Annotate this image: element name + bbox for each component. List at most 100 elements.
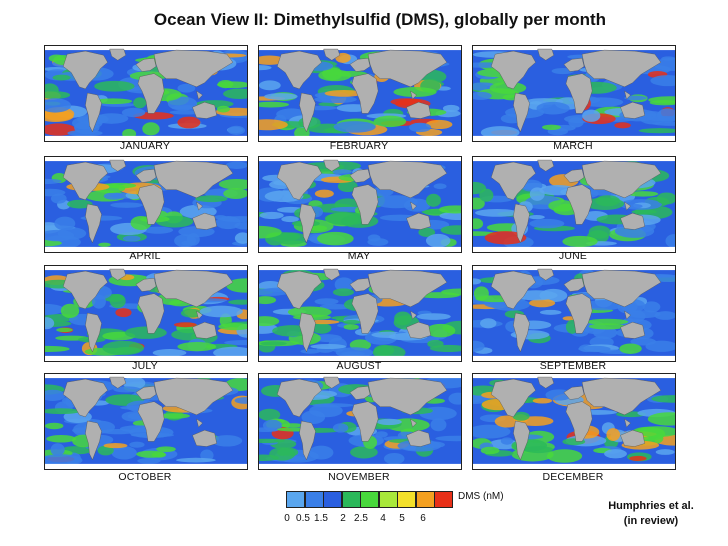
landmass (581, 377, 662, 416)
dms-patch (234, 397, 247, 404)
legend-swatch (304, 491, 324, 508)
landmass (565, 184, 593, 225)
landmass (137, 184, 165, 225)
dms-patch (324, 212, 368, 226)
landmass (349, 278, 371, 292)
north-ice (473, 46, 675, 51)
south-ice (259, 355, 461, 361)
dms-patch (638, 128, 675, 134)
dms-patch (512, 411, 530, 421)
landmass (62, 50, 108, 90)
dms-patch (227, 125, 246, 135)
dms-patch (337, 180, 358, 193)
dms-patch (45, 422, 64, 430)
landmass (299, 420, 316, 461)
dms-patch (427, 339, 444, 348)
landmass (153, 49, 234, 88)
landmass (85, 312, 102, 353)
landmass (406, 321, 431, 339)
landmass (276, 50, 322, 90)
dms-patch (631, 209, 657, 215)
landmass (192, 212, 217, 230)
dms-patch (425, 323, 456, 338)
dms-patch (275, 232, 308, 245)
dms-patch (259, 438, 285, 444)
landmass (137, 401, 165, 442)
legend-swatch (323, 491, 342, 508)
landmass (537, 48, 555, 61)
dms-patch (367, 234, 381, 242)
dms-patch (441, 288, 461, 296)
dms-patch (281, 216, 299, 223)
dms-patch (651, 395, 675, 403)
landmass (349, 169, 371, 183)
landmass (581, 49, 662, 88)
dms-patch (394, 311, 412, 326)
dms-patch (234, 232, 247, 244)
dms-patch (642, 301, 661, 313)
landmass (513, 203, 530, 244)
landmass (192, 101, 217, 119)
dms-patch (173, 322, 197, 328)
month-label-july: JULY (132, 360, 158, 372)
map-panel-february (258, 45, 462, 142)
dms-patch (317, 231, 354, 246)
dms-patch (186, 233, 200, 246)
dms-patch (448, 392, 461, 405)
dms-patch (324, 90, 364, 97)
dms-patch (333, 121, 376, 133)
month-label-may: MAY (347, 250, 371, 262)
south-ice (259, 246, 461, 252)
citation-status: (in review) (623, 515, 679, 527)
dms-patch (475, 208, 519, 217)
landmass (490, 161, 536, 201)
landmass (620, 212, 645, 230)
landmass (85, 420, 102, 461)
map-panel-april (44, 156, 248, 253)
landmass (351, 293, 379, 334)
landmass (276, 270, 322, 310)
dms-patch (45, 408, 81, 415)
dms-patch (442, 104, 460, 112)
legend-title: DMS (nM) (458, 491, 504, 502)
dms-patch (332, 169, 352, 175)
legend-tick-label: 6 (420, 513, 426, 524)
dms-patch (45, 239, 62, 247)
dms-patch (98, 242, 111, 247)
landmass (351, 73, 379, 114)
landmass (367, 269, 448, 308)
dms-patch (383, 452, 405, 465)
landmass (276, 378, 322, 418)
dms-patch (103, 443, 128, 449)
dms-patch (54, 216, 76, 231)
dms-patch (430, 418, 447, 432)
legend-tick-label: 2.5 (354, 513, 368, 524)
dms-patch (218, 323, 247, 331)
map-panel-august (258, 265, 462, 362)
landmass (624, 201, 631, 211)
dms-patch (122, 376, 146, 390)
dms-patch (473, 91, 492, 100)
dms-patch (562, 316, 576, 321)
landmass (513, 420, 530, 461)
month-label-december: DECEMBER (542, 471, 604, 483)
map-panel-september (472, 265, 676, 362)
dms-patch (103, 192, 124, 200)
dms-patch (528, 215, 545, 220)
dms-patch (177, 116, 201, 129)
landmass (537, 376, 555, 389)
dms-patch (548, 200, 576, 212)
dms-patch (629, 455, 647, 462)
dms-patch (102, 340, 144, 356)
landmass (565, 73, 593, 114)
south-ice (473, 463, 675, 469)
dms-patch (142, 226, 174, 234)
page-title: Ocean View II: Dimethylsulfid (DMS), glo… (153, 10, 607, 29)
dms-patch (100, 428, 136, 435)
dms-patch (473, 197, 485, 210)
dms-patch (177, 83, 196, 93)
landmass (323, 376, 341, 389)
dms-patch (523, 446, 554, 454)
dms-patch (568, 117, 584, 128)
dms-patch (343, 319, 361, 325)
